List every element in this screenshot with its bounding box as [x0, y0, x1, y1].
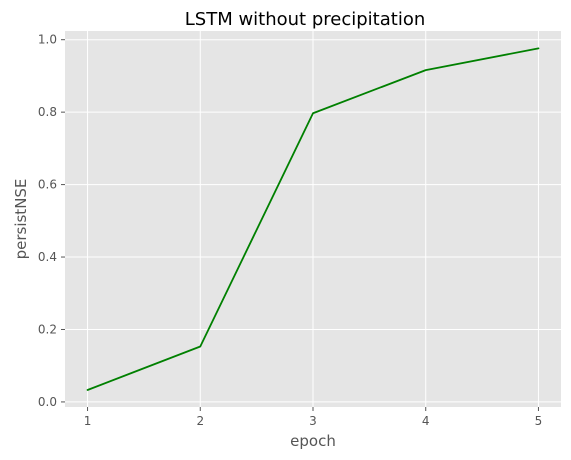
x-axis-label: epoch	[290, 432, 336, 450]
grid-layer	[65, 31, 561, 407]
x-tick-label-5: 5	[535, 414, 543, 428]
x-tick-label-1: 1	[84, 414, 92, 428]
y-tick-label-1: 0.0	[38, 395, 57, 409]
y-tick-label-3: 0.4	[38, 250, 57, 264]
axis-layer: 1 2 3 4 5 0.0 0.2 0.4 0.6 0.8 1.0	[38, 33, 542, 428]
y-axis-label: persistNSE	[12, 179, 30, 260]
chart-title: LSTM without precipitation	[185, 9, 426, 30]
series-layer	[86, 47, 540, 391]
x-tick-label-2: 2	[196, 414, 204, 428]
y-tick-label-5: 0.8	[38, 105, 57, 119]
series-line-1	[86, 47, 540, 391]
y-tick-label-4: 0.6	[38, 178, 57, 192]
y-tick-label-6: 1.0	[38, 33, 57, 47]
x-tick-label-3: 3	[309, 414, 317, 428]
x-tick-label-4: 4	[422, 414, 430, 428]
y-tick-label-2: 0.2	[38, 322, 57, 336]
